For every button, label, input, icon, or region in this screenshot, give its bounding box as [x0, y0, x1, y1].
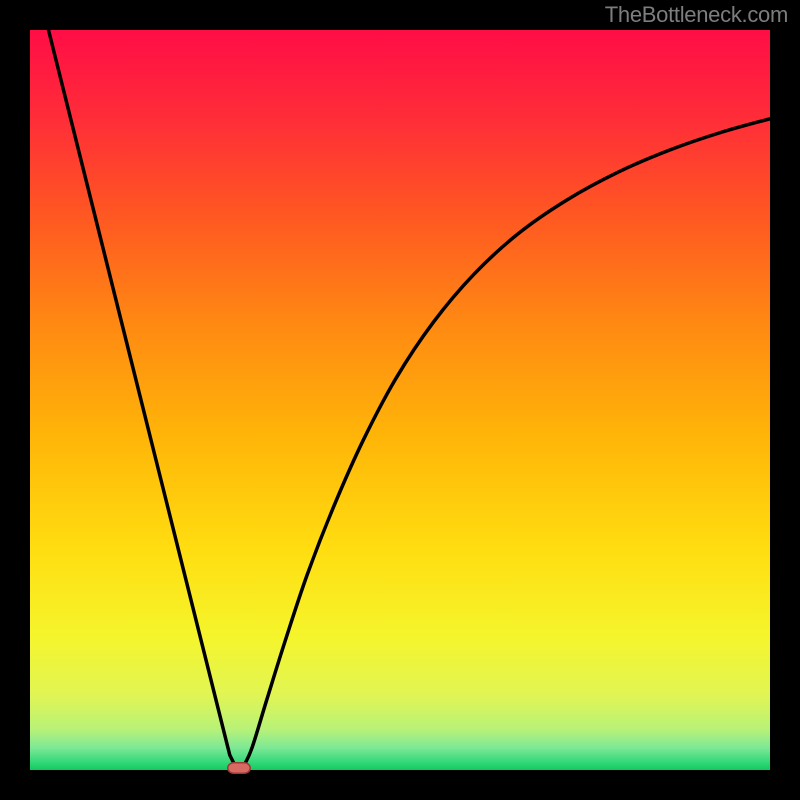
- chart-curves: [30, 30, 770, 770]
- attribution-text: TheBottleneck.com: [605, 2, 788, 28]
- right-ascending-curve: [243, 119, 770, 767]
- dip-marker: [227, 762, 251, 774]
- left-descending-line: [49, 30, 236, 767]
- chart-plot-area: [30, 30, 770, 770]
